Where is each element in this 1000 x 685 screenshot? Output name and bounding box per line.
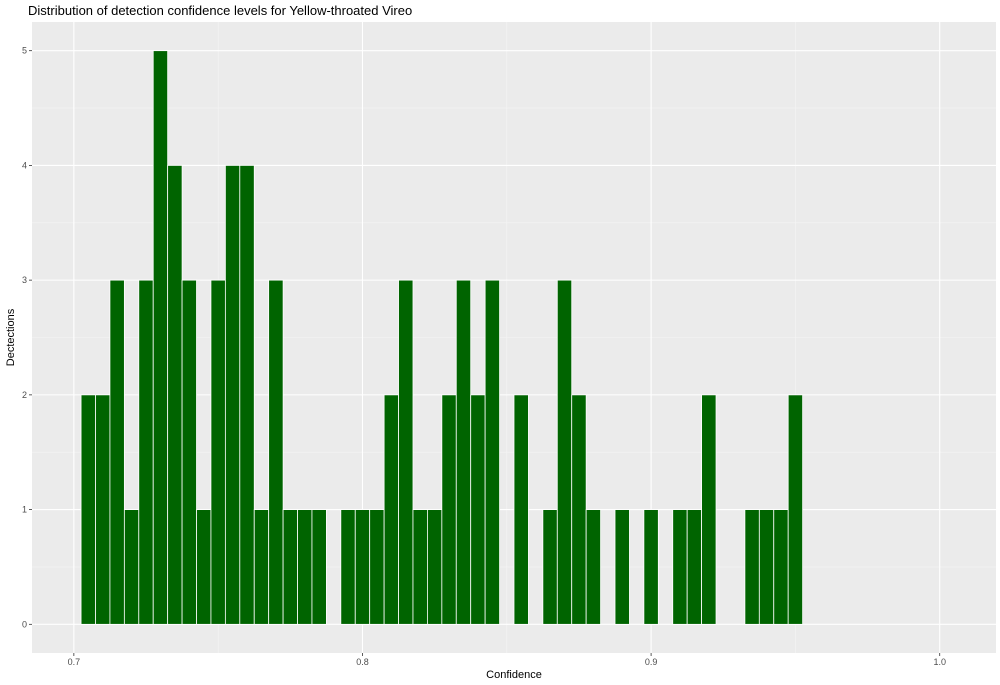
histogram-bar: [123, 509, 140, 625]
y-tick-label: 3: [22, 275, 27, 285]
histogram-bar: [484, 279, 500, 625]
y-tick-label: 0: [22, 619, 27, 629]
histogram-bar: [167, 165, 183, 625]
histogram-bar: [224, 165, 241, 625]
histogram-bar: [210, 279, 226, 625]
y-tick-label: 1: [22, 505, 27, 515]
y-tick-label: 5: [22, 46, 27, 56]
histogram-bar: [383, 394, 399, 625]
histogram-bar: [152, 50, 169, 625]
x-tick-label: 0.8: [356, 657, 369, 667]
histogram-bar: [196, 509, 212, 625]
y-axis: 0 1 2 3 4 5: [22, 46, 32, 629]
histogram-bar: [95, 394, 111, 625]
y-axis-title: Dectections: [5, 308, 17, 366]
x-tick-label: 0.7: [68, 657, 81, 667]
chart-title: Distribution of detection confidence lev…: [28, 3, 412, 18]
histogram-bar: [427, 509, 443, 625]
histogram-bar: [181, 279, 197, 625]
bars-group: [80, 50, 804, 625]
histogram-bar: [138, 279, 154, 625]
x-axis-title: Confidence: [486, 669, 542, 681]
histogram-bar: [585, 509, 601, 625]
histogram-bar: [614, 509, 630, 625]
histogram-bar: [513, 394, 529, 625]
histogram-bar: [268, 279, 284, 625]
histogram-bar: [441, 394, 457, 625]
y-tick-label: 4: [22, 160, 27, 170]
histogram-bar: [239, 165, 255, 625]
histogram-bar: [643, 509, 659, 625]
histogram-bar: [758, 509, 775, 625]
histogram-bar: [470, 394, 486, 625]
histogram-bar: [455, 279, 472, 625]
x-axis: 0.7 0.8 0.9 1.0: [68, 653, 946, 667]
histogram-bar: [686, 509, 703, 625]
histogram-bar: [571, 394, 587, 625]
histogram-bar: [773, 509, 789, 625]
histogram-bar: [672, 509, 688, 625]
histogram-bar: [412, 509, 428, 625]
x-tick-label: 1.0: [933, 657, 946, 667]
histogram-bar: [556, 279, 573, 625]
y-tick-label: 2: [22, 390, 27, 400]
histogram-bar: [398, 279, 414, 625]
histogram-bar: [340, 509, 356, 625]
histogram-bar: [282, 509, 298, 625]
x-tick-label: 0.9: [645, 657, 658, 667]
histogram-bar: [787, 394, 804, 625]
histogram-bar: [542, 509, 558, 625]
histogram-bar: [701, 394, 717, 625]
histogram-bar: [80, 394, 96, 625]
histogram-bar: [354, 509, 371, 625]
histogram-bar: [369, 509, 385, 625]
histogram-bar: [253, 509, 270, 625]
histogram-bar: [109, 279, 125, 625]
histogram-bar: [744, 509, 760, 625]
histogram-bar: [297, 509, 313, 625]
histogram-bar: [311, 509, 327, 625]
